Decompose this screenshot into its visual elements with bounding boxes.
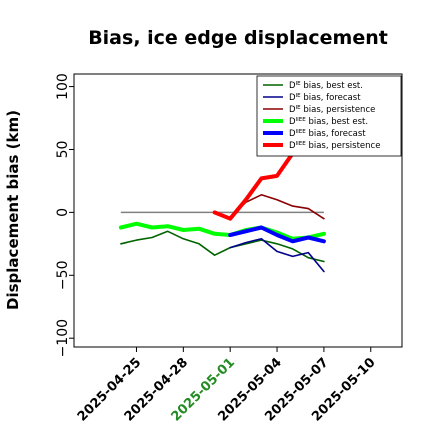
legend: DIE bias, best est. DIE bias, forecast DIE… (256, 75, 402, 157)
legend-box (256, 75, 402, 157)
y-tick-label: 50 (55, 141, 71, 159)
y-tick-label: −100 (55, 319, 71, 357)
y-tick-label: −50 (55, 261, 71, 291)
legend-entry-2: DIE bias, forecast (289, 93, 361, 103)
legend-entry-6: DIIEE bias, persistence (289, 141, 380, 151)
y-axis-label: Displacement bias (km) (4, 110, 22, 310)
plot-frame (73, 73, 403, 348)
legend-entry-3: DIE bias, persistence (289, 105, 375, 115)
series-line-2 (229, 238, 325, 273)
series-line-1 (120, 230, 325, 263)
series-line-5 (228, 225, 326, 244)
series-line-4 (118, 221, 326, 241)
legend-entry-1: DIE bias, best est. (289, 81, 363, 91)
y-tick-label: 0 (55, 208, 71, 217)
chart-title: Bias, ice edge displacement (88, 27, 388, 49)
legend-entry-5: DIIEE bias, forecast (289, 129, 366, 139)
legend-entry-4: DIIEE bias, best est. (289, 117, 368, 127)
y-tick-label: 100 (55, 73, 71, 100)
